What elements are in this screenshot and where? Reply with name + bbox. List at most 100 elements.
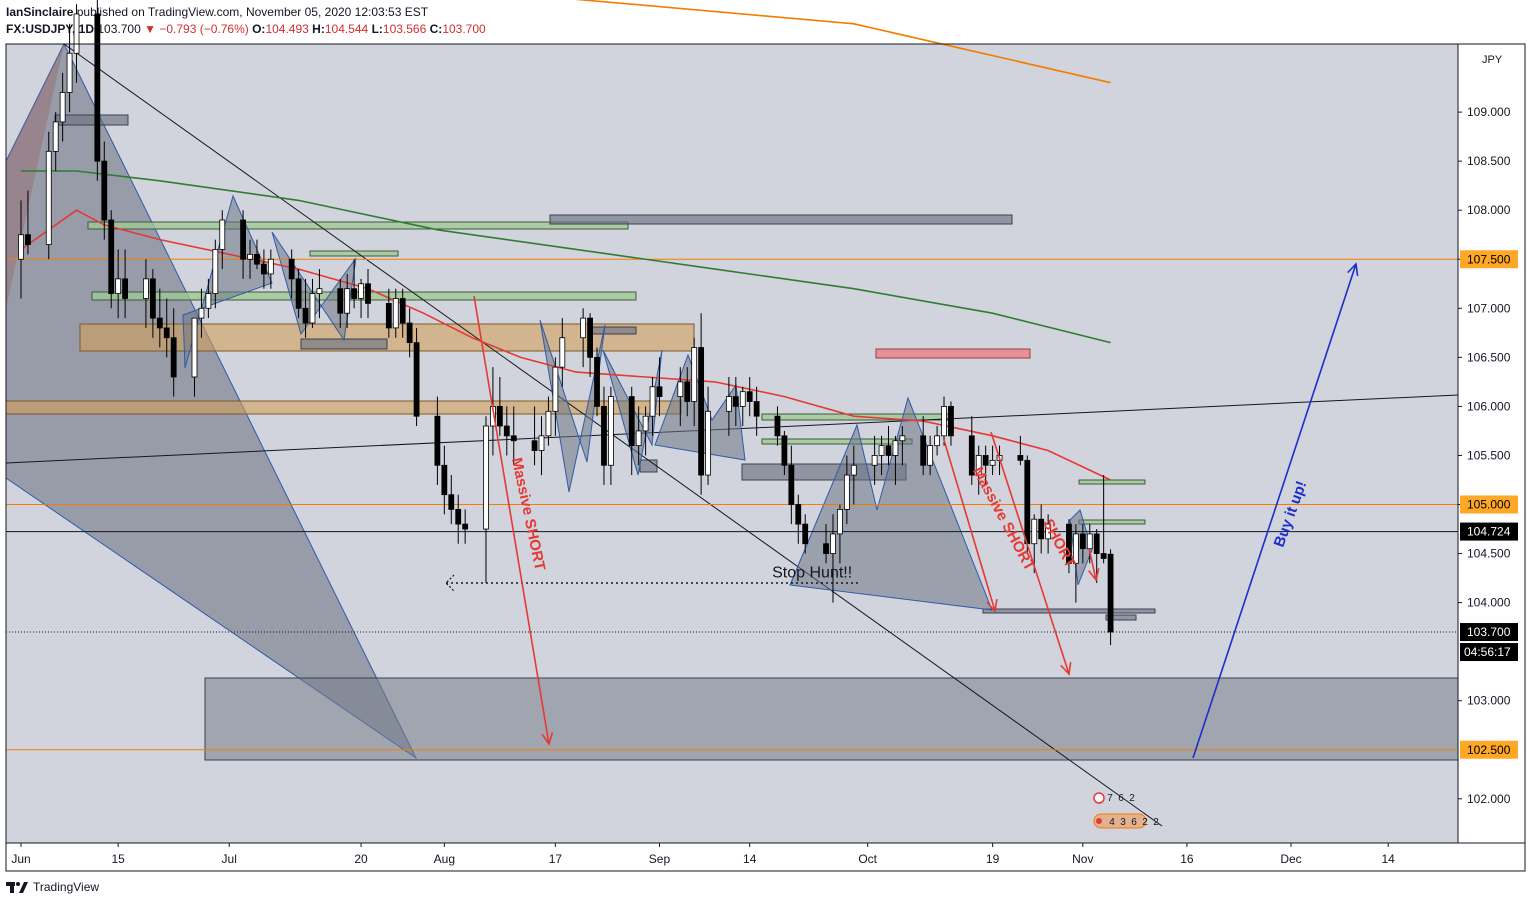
moving-average-orange [575, 0, 1111, 84]
event-badge-count: 2 [1129, 793, 1135, 804]
candle-body [774, 415, 781, 437]
author-name[interactable]: IanSinclaire [6, 5, 74, 19]
high-value: 104.544 [324, 22, 369, 36]
candle [170, 308, 177, 397]
footer-brand[interactable]: TradingView [33, 880, 100, 894]
candle-body [1045, 523, 1052, 540]
price-label-text: 105.000 [1467, 498, 1511, 512]
demand-zone-box [204, 677, 1459, 761]
candle-body [552, 366, 559, 412]
candle [899, 426, 906, 466]
y-tick-label: 106.000 [1467, 399, 1511, 413]
candle [795, 494, 802, 544]
event-badge-earnings [1093, 813, 1147, 829]
y-tick-label: 108.000 [1467, 203, 1511, 217]
candle [843, 455, 850, 525]
candle-body [198, 307, 205, 319]
candle [240, 210, 246, 279]
candle [316, 269, 323, 319]
candle-body [163, 327, 170, 339]
candle [1038, 504, 1045, 554]
short-arrow-3-head-icon [1060, 662, 1072, 676]
candle-body [823, 543, 829, 554]
price-label-box [1460, 522, 1518, 541]
grey-zone-box [549, 214, 1013, 225]
buy-arrow [1192, 263, 1357, 759]
candle-body [399, 298, 406, 324]
candle [260, 249, 267, 289]
candle [337, 278, 344, 328]
candle-body [267, 258, 274, 275]
footer: TradingView [6, 880, 99, 894]
candle-body [45, 150, 52, 245]
candle-body [871, 455, 878, 466]
candle [503, 406, 510, 456]
candle [455, 494, 462, 544]
close-label: C: [429, 22, 443, 36]
candle [122, 249, 128, 319]
candle [1031, 514, 1038, 574]
candle [850, 445, 857, 505]
green-zone-box [309, 250, 399, 257]
candle-body [240, 219, 246, 260]
y-tick-label: 104.500 [1467, 547, 1511, 561]
candle [635, 406, 642, 466]
y-tick-label: 108.500 [1467, 154, 1511, 168]
candle-body [1107, 553, 1114, 633]
candle-body [975, 455, 982, 476]
candle-body [635, 430, 642, 447]
candle [205, 278, 212, 319]
candle-body [559, 337, 566, 368]
candle-body [795, 504, 802, 525]
x-tick-label: 20 [354, 852, 368, 866]
candle [1072, 524, 1079, 603]
candle-body [927, 445, 934, 466]
candle [788, 445, 795, 525]
candle-body [170, 337, 177, 378]
candle-body [59, 92, 66, 123]
candle [920, 416, 927, 476]
candle [1045, 514, 1052, 554]
chart-frame [5, 43, 1526, 872]
candle-body [698, 347, 705, 476]
candle-body [205, 293, 212, 309]
symbol-label[interactable]: FX:USDJPY, 1D [6, 22, 95, 36]
candle [358, 278, 364, 319]
candle-body [496, 405, 503, 427]
candle-body [143, 278, 149, 299]
x-tick-label: Sep [649, 852, 671, 866]
candle-body [920, 435, 927, 466]
price-label-box [1460, 623, 1518, 642]
candle-body [295, 278, 302, 309]
candle-body [254, 253, 260, 265]
green-zone-box [91, 291, 637, 301]
candle [52, 112, 59, 171]
x-tick-label: 16 [1180, 852, 1194, 866]
candle-body [1017, 455, 1024, 461]
candle-body [66, 52, 73, 93]
price-label-box [1460, 495, 1518, 514]
event-badge-count: 4 [1109, 817, 1115, 828]
candle-body [753, 401, 760, 417]
short-arrow-4 [1088, 547, 1097, 581]
candle [115, 249, 122, 319]
candle [982, 445, 989, 485]
candle-body [1024, 459, 1031, 545]
tradingview-logo-icon[interactable] [6, 880, 28, 894]
low-value: 103.566 [382, 22, 427, 36]
y-tick-label: 105.500 [1467, 448, 1511, 462]
candle-body [691, 347, 698, 402]
candle [739, 386, 746, 427]
candle [587, 313, 593, 377]
flag-jp-icon [1096, 818, 1102, 824]
candle-body [705, 410, 711, 476]
candle [413, 327, 420, 427]
candle-body [309, 293, 316, 324]
candle [448, 475, 455, 525]
candle [968, 416, 975, 485]
candle [25, 190, 31, 255]
price-label-box [1460, 740, 1518, 759]
candle-body [878, 445, 885, 456]
price-label-text: 104.724 [1467, 525, 1511, 539]
